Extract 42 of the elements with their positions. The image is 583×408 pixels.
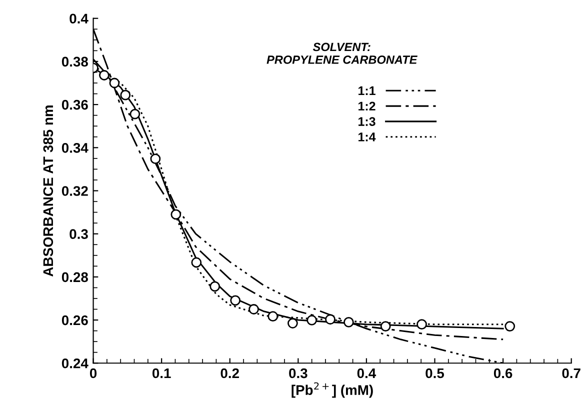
y-tick-label: 0.28 bbox=[62, 272, 88, 282]
point bbox=[416, 319, 427, 330]
y-axis-title: ABSORBANCE AT 385 nm bbox=[43, 106, 54, 276]
point bbox=[325, 314, 336, 325]
point bbox=[109, 78, 120, 88]
legend-label: 1:1 bbox=[358, 86, 376, 96]
y-tick-label: 0.4 bbox=[70, 14, 88, 24]
y-tick-label: 0.38 bbox=[62, 56, 88, 67]
annotation: SOLVENT: PROPYLENE CARBONATE bbox=[266, 42, 418, 64]
point bbox=[268, 311, 278, 322]
point bbox=[344, 316, 354, 328]
point bbox=[130, 108, 140, 120]
point bbox=[99, 70, 110, 80]
y-tick-label: 0.36 bbox=[62, 100, 88, 110]
point bbox=[380, 321, 391, 332]
legend-label: 1:4 bbox=[358, 132, 376, 142]
point bbox=[150, 154, 161, 164]
point bbox=[306, 315, 318, 326]
x-tick-label: 0.4 bbox=[357, 368, 376, 378]
point bbox=[230, 295, 241, 306]
legend-label: 1:3 bbox=[358, 117, 376, 126]
point bbox=[191, 257, 202, 268]
y-tick-label: 0.32 bbox=[62, 186, 88, 196]
x-tick-label: 0.2 bbox=[220, 368, 239, 378]
x-tick-label: 0.7 bbox=[562, 368, 580, 378]
y-tick-label: 0.3 bbox=[70, 229, 88, 240]
y-tick-label: 0.34 bbox=[62, 142, 88, 153]
x-tick-label: 0.5 bbox=[426, 368, 444, 378]
x-tick-label: 0.1 bbox=[152, 368, 171, 378]
y-tick-label: 0.26 bbox=[62, 315, 88, 326]
point bbox=[248, 304, 259, 314]
x-tick-label: 0.6 bbox=[494, 368, 512, 378]
point bbox=[210, 281, 220, 292]
x-tick-label: 0 bbox=[90, 368, 97, 378]
point bbox=[288, 318, 298, 328]
x-tick-label: 0.3 bbox=[289, 368, 308, 378]
point bbox=[504, 321, 516, 332]
point bbox=[170, 209, 182, 220]
y-tick-label: 0.24 bbox=[62, 358, 88, 368]
point bbox=[120, 90, 131, 100]
legend-label: 1:2 bbox=[358, 102, 376, 110]
x-axis-title: [Pb$^{2+}$] (mM) bbox=[292, 382, 373, 398]
